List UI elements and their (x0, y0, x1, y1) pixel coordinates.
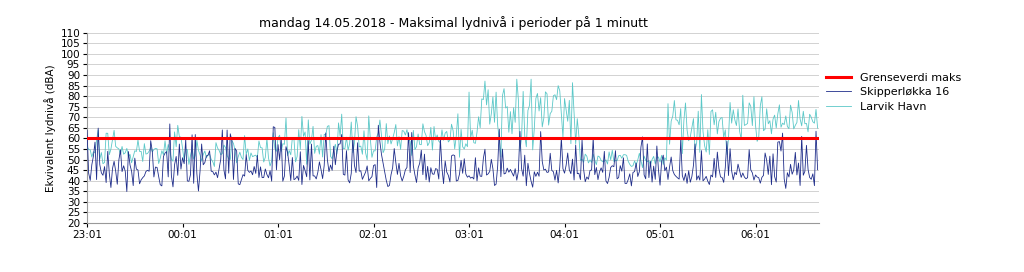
Skipperløkka 16 (477, 157, 489, 160)
Skipperløkka 16 (328, 145, 340, 148)
Skipperløkka 16 (81, 129, 93, 132)
Y-axis label: Ekvivalent lydnivå (dBA): Ekvivalent lydnivå (dBA) (44, 64, 56, 192)
Title: mandag 14.05.2018 - Maksimal lydnivå i perioder på 1 minutt: mandag 14.05.2018 - Maksimal lydnivå i p… (259, 16, 647, 30)
Skipperløkka 16 (693, 178, 706, 182)
Skipperløkka 16 (121, 190, 133, 193)
Skipperløkka 16 (811, 168, 823, 171)
Grenseverdi maks (83, 137, 95, 140)
Larvik Havn (811, 126, 823, 130)
Larvik Havn (325, 155, 337, 158)
Larvik Havn (693, 151, 706, 154)
Larvik Havn (511, 78, 523, 81)
Skipperløkka 16 (675, 138, 687, 142)
Legend: Grenseverdi maks, Skipperløkka 16, Larvik Havn: Grenseverdi maks, Skipperløkka 16, Larvi… (826, 72, 961, 112)
Larvik Havn (474, 126, 486, 129)
Line: Larvik Havn: Larvik Havn (87, 79, 817, 168)
Line: Skipperløkka 16: Skipperløkka 16 (87, 124, 817, 191)
Grenseverdi maks (81, 137, 93, 140)
Skipperløkka 16 (164, 122, 176, 126)
Larvik Havn (636, 166, 648, 169)
Larvik Havn (81, 144, 93, 148)
Larvik Havn (701, 128, 714, 131)
Larvik Havn (675, 107, 687, 110)
Larvik Havn (95, 151, 108, 154)
Skipperløkka 16 (95, 171, 108, 174)
Skipperløkka 16 (701, 180, 714, 183)
